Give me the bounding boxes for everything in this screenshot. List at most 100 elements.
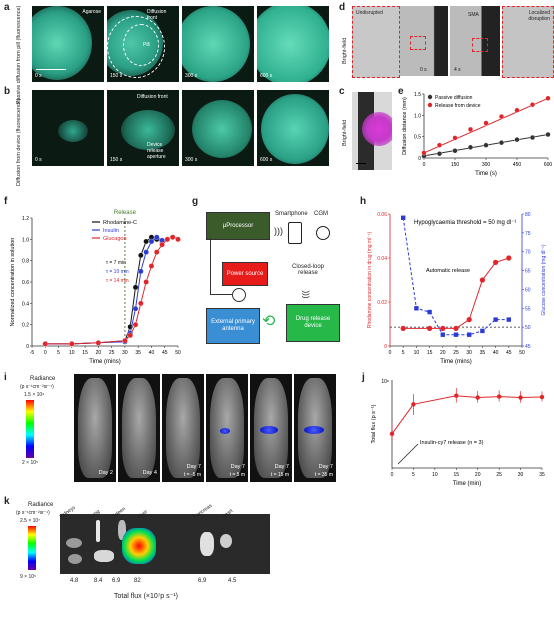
- x-tick-label: 25: [453, 350, 459, 356]
- x-tick-label: 0: [391, 472, 394, 478]
- panel-label-a: a: [4, 2, 10, 13]
- y-tick-label: 80: [525, 212, 531, 218]
- data-point: [466, 317, 472, 323]
- x-tick-label: 10: [432, 472, 438, 478]
- y-tick-label: 0.04: [377, 256, 387, 262]
- k-scale-min: 9 × 10⁵: [20, 574, 37, 580]
- panel-label-b: b: [4, 86, 11, 97]
- data-point: [143, 249, 149, 255]
- data-point: [545, 95, 551, 101]
- data-point: [545, 131, 551, 138]
- i-scale-min: 2 × 10⁵: [22, 460, 39, 466]
- y-tick-label: 75: [525, 231, 531, 237]
- connector-symbol: [232, 288, 246, 302]
- i-scale-unit: (p s⁻¹cm⁻²sr⁻¹): [20, 384, 54, 390]
- smartphone-icon: [288, 222, 302, 244]
- mouse-frame-5: Day 7 t = 35 m: [294, 374, 336, 482]
- x-tick-label: 10: [414, 350, 420, 356]
- data-point: [138, 300, 144, 307]
- y-tick-label: 1.0: [414, 113, 421, 119]
- wire: [210, 238, 211, 294]
- data-point: [175, 236, 181, 243]
- frame-note: Undisrupted: [356, 10, 383, 16]
- y-tick-label: 70: [525, 250, 531, 256]
- data-point: [164, 236, 171, 243]
- series-line: [402, 217, 509, 336]
- data-point: [440, 325, 446, 331]
- data-point: [122, 337, 128, 344]
- frame-day: Day 7: [318, 464, 333, 470]
- y-tick-label: 45: [525, 344, 531, 350]
- data-point: [436, 151, 443, 157]
- data-point: [154, 234, 160, 240]
- processor-label: μProcessor: [222, 222, 254, 229]
- release-label: Automatic release: [426, 268, 470, 274]
- data-point: [401, 215, 406, 220]
- y-tick-label: 50: [525, 325, 531, 331]
- y-tick-label: 60: [525, 287, 531, 293]
- x-tick-label: 50: [519, 350, 525, 356]
- panel-label-k: k: [4, 496, 10, 507]
- data-point: [452, 135, 458, 141]
- y-tick-label: 0: [26, 344, 29, 350]
- y-axis-label-left: Rhodamine concentration in drug (mg ml⁻¹…: [367, 232, 373, 329]
- panel-d-frame-1: 0 s: [400, 6, 448, 76]
- mouse-frame-2: Day 7 t = -5 m: [162, 374, 204, 482]
- y-tick-label: 0.02: [377, 300, 387, 306]
- panel-d-side-label: Bright-field: [342, 37, 348, 64]
- data-point: [132, 284, 139, 291]
- data-point: [411, 402, 416, 407]
- x-tick-label: 20: [440, 350, 446, 356]
- legend-label: Insulin: [103, 228, 119, 234]
- panel-label-c: c: [339, 86, 345, 97]
- organ-value: 4.8: [70, 578, 79, 584]
- x-axis-label: Time (mins): [89, 359, 120, 365]
- data-point: [454, 393, 459, 398]
- x-axis-label: Time (mins): [440, 359, 471, 365]
- y-tick-label: 0.2: [22, 323, 29, 329]
- k-scale-max: 2.5 × 10⁷: [20, 518, 41, 524]
- panel-a-frame-1: Diffusion front Pill 150 s: [107, 6, 179, 82]
- frame-time: 0 s: [420, 67, 427, 73]
- x-tick-label: 50: [175, 350, 181, 356]
- smartphone-label: Smartphone: [275, 211, 308, 217]
- y-axis-label: Normalized concentration in solution: [10, 238, 16, 327]
- y-tick-label: 0.8: [22, 259, 29, 265]
- tau-label: τ = 7 min: [106, 260, 126, 266]
- x-tick-label: 40: [493, 350, 499, 356]
- panel-label-h: h: [360, 196, 367, 207]
- frame-day: Day 7: [230, 464, 245, 470]
- frame-time: 150 s: [110, 73, 123, 79]
- panel-b-frame-3: 600 s: [257, 90, 329, 166]
- data-point: [483, 120, 489, 126]
- panel-b-side-label: Diffusion from device (fluorescence): [16, 98, 22, 186]
- x-tick-label: 40: [149, 350, 155, 356]
- x-axis-label: Time (s): [475, 171, 497, 177]
- x-tick-label: 15: [454, 472, 460, 478]
- panel-label-e: e: [398, 86, 404, 97]
- x-tick-label: 300: [482, 162, 491, 168]
- frame-time: 4 s: [454, 67, 461, 73]
- panel-a-frame-2: 300 s: [182, 6, 254, 82]
- data-point: [440, 332, 445, 337]
- panel-label-f: f: [4, 196, 8, 207]
- panel-label-j: j: [362, 372, 365, 383]
- x-axis-label: Time (min): [453, 481, 481, 487]
- y-tick-label: 1.0: [22, 237, 29, 243]
- data-point: [42, 341, 49, 347]
- i-color-scale: [26, 400, 34, 458]
- frame-time: 0 s: [35, 157, 42, 163]
- frame-time: 300 s: [185, 157, 198, 163]
- i-scale-title: Radiance: [30, 376, 56, 382]
- organ-value: 8.4: [94, 578, 103, 584]
- data-point: [154, 249, 160, 255]
- data-point: [498, 114, 505, 120]
- k-organ-image: [60, 514, 270, 574]
- x-tick-label: 0: [423, 162, 426, 168]
- annotation-label: Insulin-cy7 release (n = 3): [420, 440, 484, 446]
- x-tick-label: 45: [162, 350, 168, 356]
- panel-d-frame-3: Localized disruption: [502, 6, 554, 78]
- wire: [210, 294, 232, 295]
- frame-t: t = 15 m: [270, 472, 289, 478]
- data-point: [483, 142, 489, 148]
